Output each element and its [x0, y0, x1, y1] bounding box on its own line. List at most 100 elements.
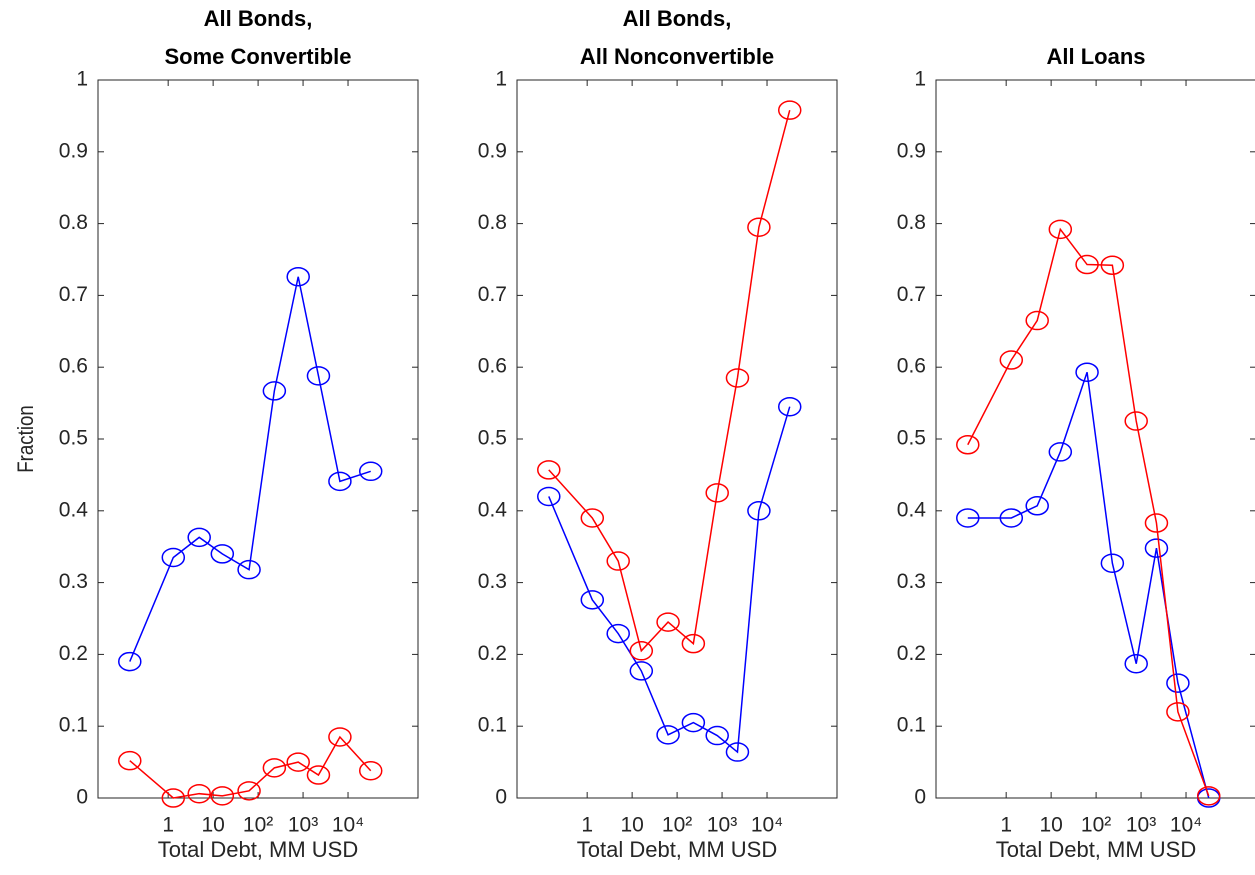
marker [210, 544, 235, 564]
marker [656, 725, 680, 745]
marker [1100, 255, 1125, 275]
marker [1048, 219, 1073, 240]
series-line [967, 227, 1210, 797]
marker [187, 527, 211, 548]
marker [237, 781, 261, 801]
marker [161, 547, 186, 568]
marker [1144, 538, 1169, 558]
marker [286, 266, 310, 287]
marker [286, 752, 310, 772]
marker [306, 765, 331, 785]
marker [681, 712, 706, 733]
marker [187, 783, 211, 804]
marker [1124, 411, 1148, 431]
marker [1025, 496, 1049, 516]
x-tick-label: 10 [620, 814, 643, 837]
marker [1144, 513, 1169, 533]
y-tick-label: 0.6 [478, 355, 507, 378]
marker [210, 786, 235, 806]
y-tick-label: 0.1 [59, 714, 88, 737]
marker [328, 471, 352, 492]
marker [262, 758, 287, 778]
x-axis-label: Total Debt, MM USD [996, 837, 1197, 862]
y-tick-label: 1 [914, 68, 926, 91]
y-axis-label: Fraction [14, 405, 38, 473]
marker [606, 623, 630, 644]
marker [237, 559, 261, 580]
y-tick-label: 0.6 [897, 355, 926, 378]
y-tick-label: 0 [495, 786, 507, 809]
y-tick-label: 0.8 [59, 211, 88, 234]
y-tick-label: 0.9 [897, 139, 926, 162]
marker [262, 381, 287, 401]
marker [328, 727, 352, 747]
marker [725, 742, 750, 762]
chart-title: All Bonds, [623, 6, 732, 31]
marker [681, 633, 706, 654]
y-tick-label: 0.1 [897, 714, 926, 737]
y-tick-label: 0.3 [897, 570, 926, 593]
y-tick-label: 0 [914, 786, 926, 809]
y-tick-label: 0.9 [59, 139, 88, 162]
y-tick-label: 1 [76, 68, 88, 91]
y-tick-label: 0.8 [478, 211, 507, 234]
y-tick-label: 0.5 [478, 427, 507, 450]
marker [161, 788, 186, 808]
marker [118, 750, 142, 771]
marker [580, 508, 605, 528]
marker [358, 461, 383, 482]
x-axis-label: Total Debt, MM USD [577, 837, 778, 862]
marker [629, 641, 654, 661]
y-tick-label: 0.3 [478, 570, 507, 593]
x-tick-label: 10³ [1126, 814, 1156, 837]
marker [725, 368, 750, 388]
x-tick-label: 10² [1081, 814, 1111, 837]
y-tick-label: 0.6 [59, 355, 88, 378]
x-axis-label: Total Debt, MM USD [158, 837, 359, 862]
y-tick-label: 0.7 [478, 283, 507, 306]
x-tick-label: 10² [662, 814, 692, 837]
marker [580, 590, 605, 610]
plot-area [97, 79, 419, 799]
marker [999, 508, 1024, 528]
series-line [548, 406, 791, 754]
chart-title: All Nonconvertible [580, 44, 774, 69]
y-tick-label: 0.1 [478, 714, 507, 737]
marker [999, 350, 1024, 370]
marker [537, 460, 561, 480]
x-tick-label: 10 [1039, 814, 1062, 837]
y-tick-label: 1 [495, 68, 507, 91]
y-tick-label: 0 [76, 786, 88, 809]
x-tick-label: 10⁴ [1170, 814, 1202, 837]
x-tick-label: 10 [201, 814, 224, 837]
y-tick-label: 0.7 [59, 283, 88, 306]
x-tick-label: 10³ [707, 814, 737, 837]
chart-title: Some Convertible [164, 44, 351, 69]
marker [777, 396, 802, 417]
marker [606, 551, 630, 571]
x-tick-label: 1 [581, 814, 593, 837]
marker [1025, 310, 1049, 331]
marker [1166, 702, 1190, 722]
marker [705, 483, 729, 503]
y-tick-label: 0.9 [478, 139, 507, 162]
y-tick-label: 0.2 [59, 642, 88, 665]
y-tick-label: 0.7 [897, 283, 926, 306]
marker [358, 760, 383, 781]
marker [1048, 442, 1073, 462]
series-line [129, 276, 371, 662]
y-tick-label: 0.2 [897, 642, 926, 665]
marker [747, 217, 771, 237]
x-tick-label: 10² [243, 814, 273, 837]
marker [1075, 362, 1099, 382]
x-tick-label: 10⁴ [751, 814, 783, 837]
y-tick-label: 0.5 [59, 427, 88, 450]
marker [537, 486, 561, 507]
marker [1100, 553, 1125, 573]
y-tick-label: 0.8 [897, 211, 926, 234]
marker [118, 651, 142, 672]
x-tick-label: 10⁴ [332, 814, 364, 837]
marker [956, 508, 980, 528]
marker [306, 366, 331, 386]
